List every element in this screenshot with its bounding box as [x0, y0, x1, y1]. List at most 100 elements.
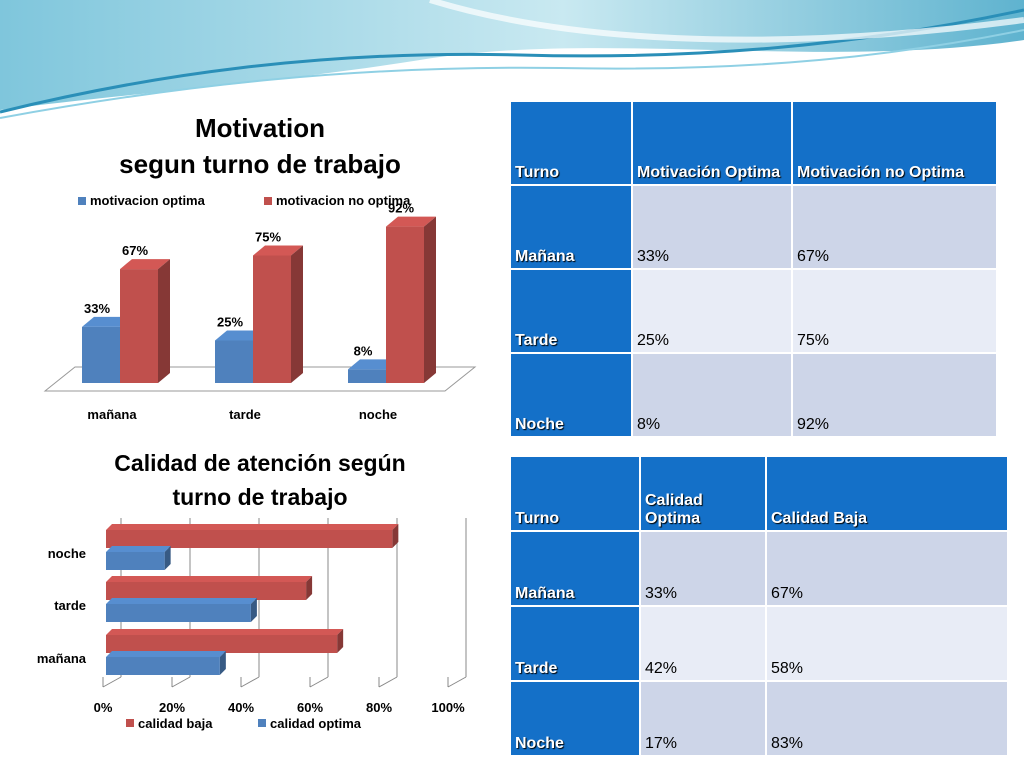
gridline-floor — [102, 676, 122, 688]
bars — [106, 524, 399, 675]
bar-top — [348, 359, 398, 370]
legend-label: calidad baja — [138, 716, 213, 731]
data-label: 33% — [84, 301, 110, 316]
category-label: noche — [48, 546, 86, 561]
table-header-row: Turno Calidad Optima Calidad Baja — [511, 457, 1007, 530]
bar-top — [253, 245, 303, 256]
cell: 25% — [633, 270, 791, 352]
gridline-floor — [240, 676, 260, 688]
table-row: Mañana 33% 67% — [511, 186, 996, 268]
bar-top — [106, 546, 171, 552]
bar-front — [386, 226, 424, 383]
data-label: 75% — [255, 230, 281, 245]
header-cell: Motivación no Optima — [793, 102, 996, 184]
cell: 92% — [793, 354, 996, 436]
bar-side — [392, 524, 399, 548]
table-row: Tarde 25% 75% — [511, 270, 996, 352]
header-cell: Calidad Baja — [767, 457, 1007, 530]
row-label: Noche — [511, 354, 631, 436]
bar-top — [120, 259, 170, 270]
bar-calidad-optima — [106, 598, 257, 622]
bars — [82, 216, 436, 383]
cell: 8% — [633, 354, 791, 436]
wave-decoration — [0, 0, 1024, 119]
bar-front — [106, 635, 338, 653]
category-label: mañana — [37, 651, 87, 666]
bar-top — [106, 524, 399, 530]
row-label: Noche — [511, 682, 639, 755]
gridline-floor — [447, 676, 467, 688]
bar-side — [337, 629, 344, 653]
category-label: tarde — [229, 407, 261, 422]
cell: 75% — [793, 270, 996, 352]
cell: 42% — [641, 607, 765, 680]
gridline-floor — [171, 676, 191, 688]
bar-side — [164, 546, 171, 570]
bar-top — [215, 330, 265, 341]
bar-front — [82, 326, 120, 383]
bar-calidad-optima — [106, 546, 171, 570]
bar-side — [424, 216, 436, 383]
legend-swatch — [78, 197, 86, 205]
row-label: Tarde — [511, 270, 631, 352]
gridline-floor — [309, 676, 329, 688]
legend-swatch — [258, 719, 266, 727]
chart-title-line-1: Calidad de atención según — [114, 450, 406, 476]
calidad-bar-chart: mañana tarde noche 0% 20% 40% 60% 80% 100% cali… — [37, 518, 467, 731]
bar-motivacion-no-optima — [120, 259, 170, 383]
table-row: Noche 8% 92% — [511, 354, 996, 436]
header-cell: Calidad Optima — [641, 457, 765, 530]
bar-front — [215, 340, 253, 383]
cell: 83% — [767, 682, 1007, 755]
calidad-table: Turno Calidad Optima Calidad Baja Mañana… — [509, 455, 1009, 757]
legend: calidad baja calidad optima — [126, 716, 362, 731]
bar-motivacion-no-optima — [253, 245, 303, 383]
category-label: tarde — [54, 598, 86, 613]
data-labels: 33% 67% 25% 75% 8% 92% — [84, 201, 414, 359]
category-label: mañana — [87, 407, 137, 422]
bar-front — [106, 530, 393, 548]
category-labels: mañana tarde noche — [37, 546, 87, 666]
header-cell: Turno — [511, 102, 631, 184]
bar-top — [106, 576, 313, 582]
bar-motivacion-optima — [348, 359, 398, 383]
bar-top — [82, 316, 132, 327]
bar-side — [158, 259, 170, 383]
header-cell: Turno — [511, 457, 639, 530]
x-tick-label: 0% — [94, 700, 113, 715]
bar-calidad-baja — [106, 629, 344, 653]
bar-front — [253, 255, 291, 383]
x-tick-label: 60% — [297, 700, 323, 715]
bar-top — [386, 216, 436, 227]
bar-calidad-optima — [106, 651, 226, 675]
bar-front — [106, 604, 251, 622]
bar-top — [106, 629, 344, 635]
data-label: 25% — [217, 315, 243, 330]
row-label: Mañana — [511, 186, 631, 268]
category-label: noche — [359, 407, 397, 422]
gridline-floor — [378, 676, 398, 688]
table-row: Mañana 33% 67% — [511, 532, 1007, 605]
legend-label: motivacion optima — [90, 193, 206, 208]
x-tick-labels: 0% 20% 40% 60% 80% 100% — [94, 700, 465, 715]
motivation-column-chart: motivacion optima motivacion no optima 33… — [43, 193, 477, 422]
bar-side — [306, 576, 313, 600]
x-tick-label: 100% — [431, 700, 465, 715]
legend-swatch — [264, 197, 272, 205]
bar-top — [106, 651, 226, 657]
bar-side — [291, 245, 303, 383]
table-header-row: Turno Motivación Optima Motivación no Op… — [511, 102, 996, 184]
table-row: Tarde 42% 58% — [511, 607, 1007, 680]
row-label: Tarde — [511, 607, 639, 680]
x-tick-label: 40% — [228, 700, 254, 715]
cell: 17% — [641, 682, 765, 755]
bar-front — [106, 582, 307, 600]
chart-title-line-2: segun turno de trabajo — [119, 149, 401, 179]
table-row: Noche 17% 83% — [511, 682, 1007, 755]
x-tick-label: 20% — [159, 700, 185, 715]
row-label: Mañana — [511, 532, 639, 605]
cell: 58% — [767, 607, 1007, 680]
bar-front — [106, 657, 220, 675]
bar-front — [120, 269, 158, 383]
bar-calidad-baja — [106, 576, 313, 600]
